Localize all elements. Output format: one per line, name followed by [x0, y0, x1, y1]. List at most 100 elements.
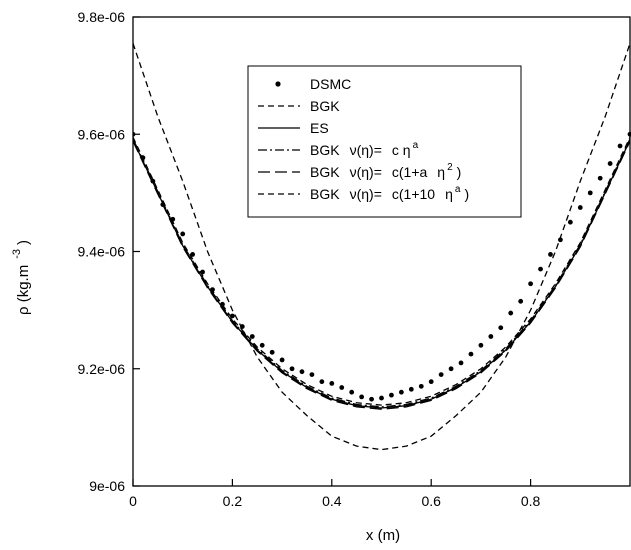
legend-label-superscript: a: [413, 140, 419, 151]
legend-label-part: c(1+a: [392, 164, 428, 180]
dsmc-point: [508, 310, 514, 316]
dsmc-point: [418, 383, 424, 389]
dsmc-point: [468, 351, 474, 357]
dsmc-point: [180, 231, 186, 237]
legend-box: [247, 65, 522, 218]
dsmc-point: [458, 360, 464, 366]
legend-label: ES: [310, 120, 329, 136]
dsmc-point: [627, 131, 631, 137]
series-line-bgk-c-1-10-a-5: [133, 136, 631, 406]
legend-label-part: ν(η)=: [350, 164, 382, 180]
legend-entry-dsmc: DSMC: [275, 76, 351, 92]
dsmc-point: [379, 395, 384, 401]
x-tick-label: 0.8: [521, 493, 541, 509]
legend-entry-es: ES: [258, 120, 329, 136]
series-line-bgk-c-1-a-2-4: [133, 141, 631, 410]
legend-label-part: η: [445, 186, 453, 202]
dsmc-point: [607, 161, 613, 166]
legend-label-part: ): [457, 164, 462, 180]
x-tick-label: 0.2: [223, 493, 243, 509]
dsmc-point: [577, 205, 583, 210]
y-axis-label-exponent: -3: [11, 249, 23, 259]
legend-label-part: ν(η)=: [350, 186, 382, 202]
legend-entry-bgk-quad: BGK ν(η)= c(1+a η 2): [258, 162, 461, 180]
y-axis-ticks: 9e-06 9.2e-06 9.4e-06 9.6e-06 9.8e-06: [78, 9, 140, 494]
legend-entry-bgk-ten: BGK ν(η)= c(1+10 η a): [258, 184, 469, 202]
legend-label: BGK: [310, 98, 340, 114]
y-axis-label: ρ (kg.m -3): [11, 240, 32, 315]
dsmc-point: [259, 342, 265, 348]
legend-sample-marker: [275, 81, 281, 87]
dsmc-point: [249, 334, 255, 339]
legend-label-part: ν(η)=: [350, 142, 382, 158]
dsmc-point: [389, 392, 394, 398]
dsmc-point: [617, 143, 623, 149]
dsmc-point: [299, 369, 305, 375]
dsmc-point: [438, 372, 444, 378]
series-line-bgk-1: [133, 43, 631, 451]
dsmc-point: [567, 219, 573, 225]
y-tick-label: 9.8e-06: [78, 9, 126, 25]
dsmc-point: [518, 298, 524, 304]
series-line-bgk-c-a-3: [133, 138, 631, 408]
x-axis-ticks: 0 0.2 0.4 0.6 0.8: [129, 479, 541, 509]
legend-label-part: c(1+10: [392, 186, 435, 202]
dsmc-point: [369, 396, 374, 402]
dsmc-point: [279, 357, 285, 363]
x-tick-label: 0.6: [421, 493, 441, 509]
dsmc-point: [329, 381, 335, 386]
dsmc-point: [359, 394, 365, 400]
legend-label-part: η: [437, 164, 445, 180]
legend-label-part: BGK: [310, 142, 340, 158]
dsmc-point: [190, 252, 196, 257]
legend-label-superscript: a: [455, 184, 461, 195]
dsmc-point: [408, 386, 414, 392]
dsmc-point: [428, 379, 434, 385]
dsmc-point: [538, 266, 543, 272]
dsmc-point: [548, 252, 553, 257]
legend-label: DSMC: [310, 76, 351, 92]
legend-label-part: DSMC: [310, 76, 351, 92]
series-dsmc: [133, 131, 631, 402]
dsmc-point: [289, 366, 295, 372]
x-axis-label: x (m): [366, 527, 400, 544]
series-line-es-2: [133, 139, 631, 409]
dsmc-point: [528, 281, 533, 287]
y-tick-label: 9.4e-06: [78, 244, 126, 260]
legend-label: BGK ν(η)= c(1+10 η a): [310, 184, 469, 202]
y-axis-label-close: ): [15, 240, 32, 245]
x-tick-label: 0: [129, 493, 137, 509]
dsmc-point: [448, 366, 454, 372]
y-axis-label-main: ρ (kg.m: [15, 265, 32, 315]
y-tick-label: 9.6e-06: [78, 126, 126, 142]
dsmc-point: [319, 379, 325, 385]
y-tick-label: 9e-06: [89, 478, 125, 494]
legend-label-part: BGK: [310, 164, 340, 180]
y-tick-label: 9.2e-06: [78, 361, 126, 377]
dsmc-point: [498, 325, 504, 331]
legend-label-part: BGK: [310, 186, 340, 202]
legend-label-part: ES: [310, 120, 329, 136]
dsmc-point: [597, 175, 603, 181]
legend-label-part: BGK: [310, 98, 340, 114]
dsmc-point: [587, 190, 593, 196]
legend-label-superscript: 2: [447, 162, 453, 173]
legend-entry-bgk: BGK: [258, 98, 340, 114]
dsmc-point: [488, 334, 494, 339]
dsmc-point: [309, 372, 315, 378]
dsmc-point: [269, 349, 275, 355]
series-layer: [133, 43, 631, 451]
dsmc-point: [349, 389, 355, 395]
dsmc-point: [478, 342, 484, 348]
dsmc-point: [133, 131, 136, 137]
dsmc-point: [558, 237, 563, 243]
dsmc-point: [398, 389, 404, 395]
dsmc-point: [339, 385, 345, 390]
x-tick-label: 0.4: [322, 493, 342, 509]
legend-label-part: c η: [392, 142, 411, 158]
legend-label: BGK ν(η)= c(1+a η 2): [310, 162, 461, 180]
